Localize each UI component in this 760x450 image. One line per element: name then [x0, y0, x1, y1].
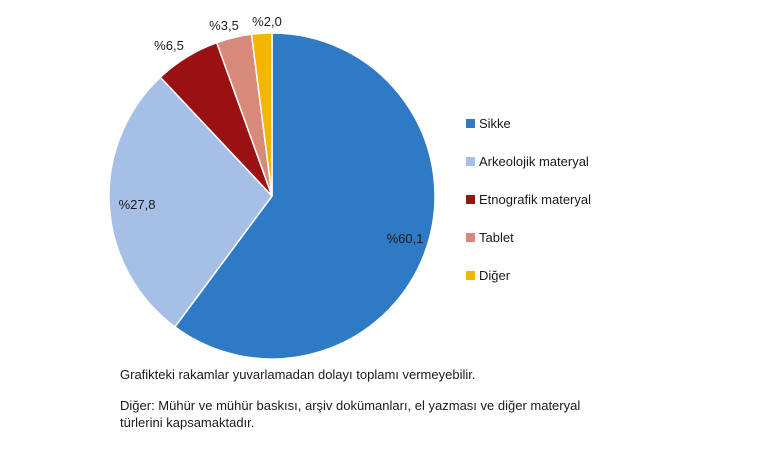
slice-data-label: %27,8	[119, 197, 156, 212]
legend-item: Sikke	[466, 114, 591, 132]
slice-data-label: %60,1	[387, 231, 424, 246]
legend-label: Diğer	[479, 267, 511, 283]
legend-label: Arkeolojik materyal	[479, 153, 589, 169]
legend-item: Tablet	[466, 228, 591, 246]
footnotes: Grafikteki rakamlar yuvarlamadan dolayı …	[120, 366, 600, 445]
legend: Sikke Arkeolojik materyal Etnografik mater…	[466, 114, 591, 304]
slice-data-label: %3,5	[209, 18, 239, 33]
legend-label: Sikke	[479, 115, 511, 131]
legend-swatch	[466, 270, 475, 280]
legend-label: Etnografik materyal	[479, 191, 591, 207]
legend-swatch	[466, 156, 475, 166]
legend-swatch	[466, 232, 475, 242]
slice-data-label: %6,5	[154, 38, 184, 53]
legend-item: Etnografik materyal	[466, 190, 591, 208]
other-category-note: Diğer: Mühür ve mühür baskısı, arşiv dok…	[120, 398, 581, 430]
legend-swatch	[466, 194, 475, 204]
legend-label: Tablet	[479, 229, 514, 245]
pie-slice-sikke	[173, 32, 436, 360]
pie-slice-diğer	[250, 32, 273, 197]
pie-slice-arkeolojik-materyal	[108, 76, 273, 328]
slice-data-label: %2,0	[252, 14, 282, 29]
legend-item: Arkeolojik materyal	[466, 152, 591, 170]
legend-swatch	[466, 118, 475, 128]
rounding-note: Grafikteki rakamlar yuvarlamadan dolayı …	[120, 367, 476, 382]
legend-item: Diğer	[466, 266, 591, 284]
